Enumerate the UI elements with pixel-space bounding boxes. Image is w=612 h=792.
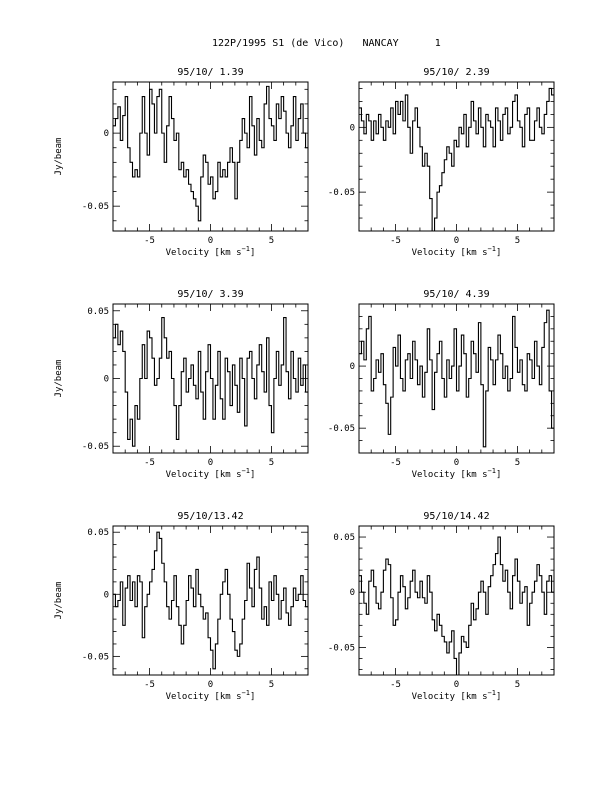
y-tick-label: -0.05 bbox=[328, 643, 355, 653]
spectrum-series bbox=[113, 317, 308, 447]
x-tick-label: 5 bbox=[515, 680, 520, 690]
y-tick-label: 0 bbox=[104, 375, 109, 385]
y-tick-label: -0.05 bbox=[82, 442, 109, 452]
y-tick-label: -0.05 bbox=[82, 652, 109, 662]
y-tick-label: -0.05 bbox=[82, 202, 109, 212]
x-tick-label: -5 bbox=[144, 458, 155, 468]
spectrum-series bbox=[113, 85, 308, 222]
chart-panel-6: 95/10/14.42 -5 0 5 -0.05 0 0.05 Velocity [km s−… bbox=[328, 511, 555, 702]
x-tick-label: 0 bbox=[208, 236, 213, 246]
x-tick-label: -5 bbox=[390, 680, 401, 690]
plot-frame bbox=[358, 525, 555, 676]
x-axis-label: Velocity [km s−1] bbox=[412, 467, 502, 480]
y-tick-label: 0 bbox=[350, 362, 355, 372]
y-tick-label: -0.05 bbox=[328, 424, 355, 434]
y-axis-label: Jy/beam bbox=[54, 138, 64, 176]
x-axis-label: Velocity [km s−1] bbox=[166, 245, 256, 258]
x-tick-label: -5 bbox=[144, 236, 155, 246]
x-tick-label: 5 bbox=[269, 680, 274, 690]
panel-title: 95/10/ 1.39 bbox=[177, 67, 243, 78]
y-axis-label: Jy/beam bbox=[54, 360, 64, 398]
panel-title: 95/10/ 2.39 bbox=[423, 67, 489, 78]
y-tick-label: 0 bbox=[350, 588, 355, 598]
y-tick-label: -0.05 bbox=[328, 188, 355, 198]
x-tick-label: 5 bbox=[269, 458, 274, 468]
y-axis-label: Jy/beam bbox=[54, 582, 64, 620]
x-tick-label: -5 bbox=[390, 236, 401, 246]
x-tick-label: 0 bbox=[454, 236, 459, 246]
x-axis-label: Velocity [km s−1] bbox=[166, 689, 256, 702]
panel-title: 95/10/13.42 bbox=[177, 511, 243, 522]
y-tick-label: 0 bbox=[104, 129, 109, 139]
plot-frame bbox=[358, 81, 555, 232]
x-tick-label: 0 bbox=[454, 680, 459, 690]
x-axis-label: Velocity [km s−1] bbox=[412, 689, 502, 702]
spectrum-series bbox=[359, 309, 554, 448]
x-axis-label: Velocity [km s−1] bbox=[412, 245, 502, 258]
x-tick-label: 0 bbox=[208, 458, 213, 468]
x-tick-label: -5 bbox=[144, 680, 155, 690]
page-title: 122P/1995 S1 (de Vico) NANCAY 1 bbox=[212, 38, 441, 49]
spectrum-series bbox=[359, 87, 554, 232]
panel-title: 95/10/ 3.39 bbox=[177, 289, 243, 300]
y-tick-label: 0.05 bbox=[87, 307, 109, 317]
x-tick-label: 0 bbox=[208, 680, 213, 690]
chart-panel-3: 95/10/ 3.39 -5 0 5 -0.05 0 0.05 Velocity [km s−… bbox=[54, 289, 309, 480]
panel-title: 95/10/ 4.39 bbox=[423, 289, 489, 300]
x-tick-label: 0 bbox=[454, 458, 459, 468]
y-tick-label: 0.05 bbox=[87, 528, 109, 538]
x-tick-label: 5 bbox=[269, 236, 274, 246]
panel-title: 95/10/14.42 bbox=[423, 511, 489, 522]
y-tick-label: 0 bbox=[104, 590, 109, 600]
x-tick-label: 5 bbox=[515, 458, 520, 468]
spectrum-series bbox=[113, 531, 308, 670]
y-tick-label: 0.05 bbox=[333, 533, 355, 543]
x-axis-label: Velocity [km s−1] bbox=[166, 467, 256, 480]
x-tick-label: 5 bbox=[515, 236, 520, 246]
chart-panel-5: 95/10/13.42 -5 0 5 -0.05 0 0.05 Velocity [km s−… bbox=[54, 511, 309, 702]
x-tick-label: -5 bbox=[390, 458, 401, 468]
y-tick-label: 0 bbox=[350, 123, 355, 133]
spectrum-series bbox=[359, 536, 554, 676]
